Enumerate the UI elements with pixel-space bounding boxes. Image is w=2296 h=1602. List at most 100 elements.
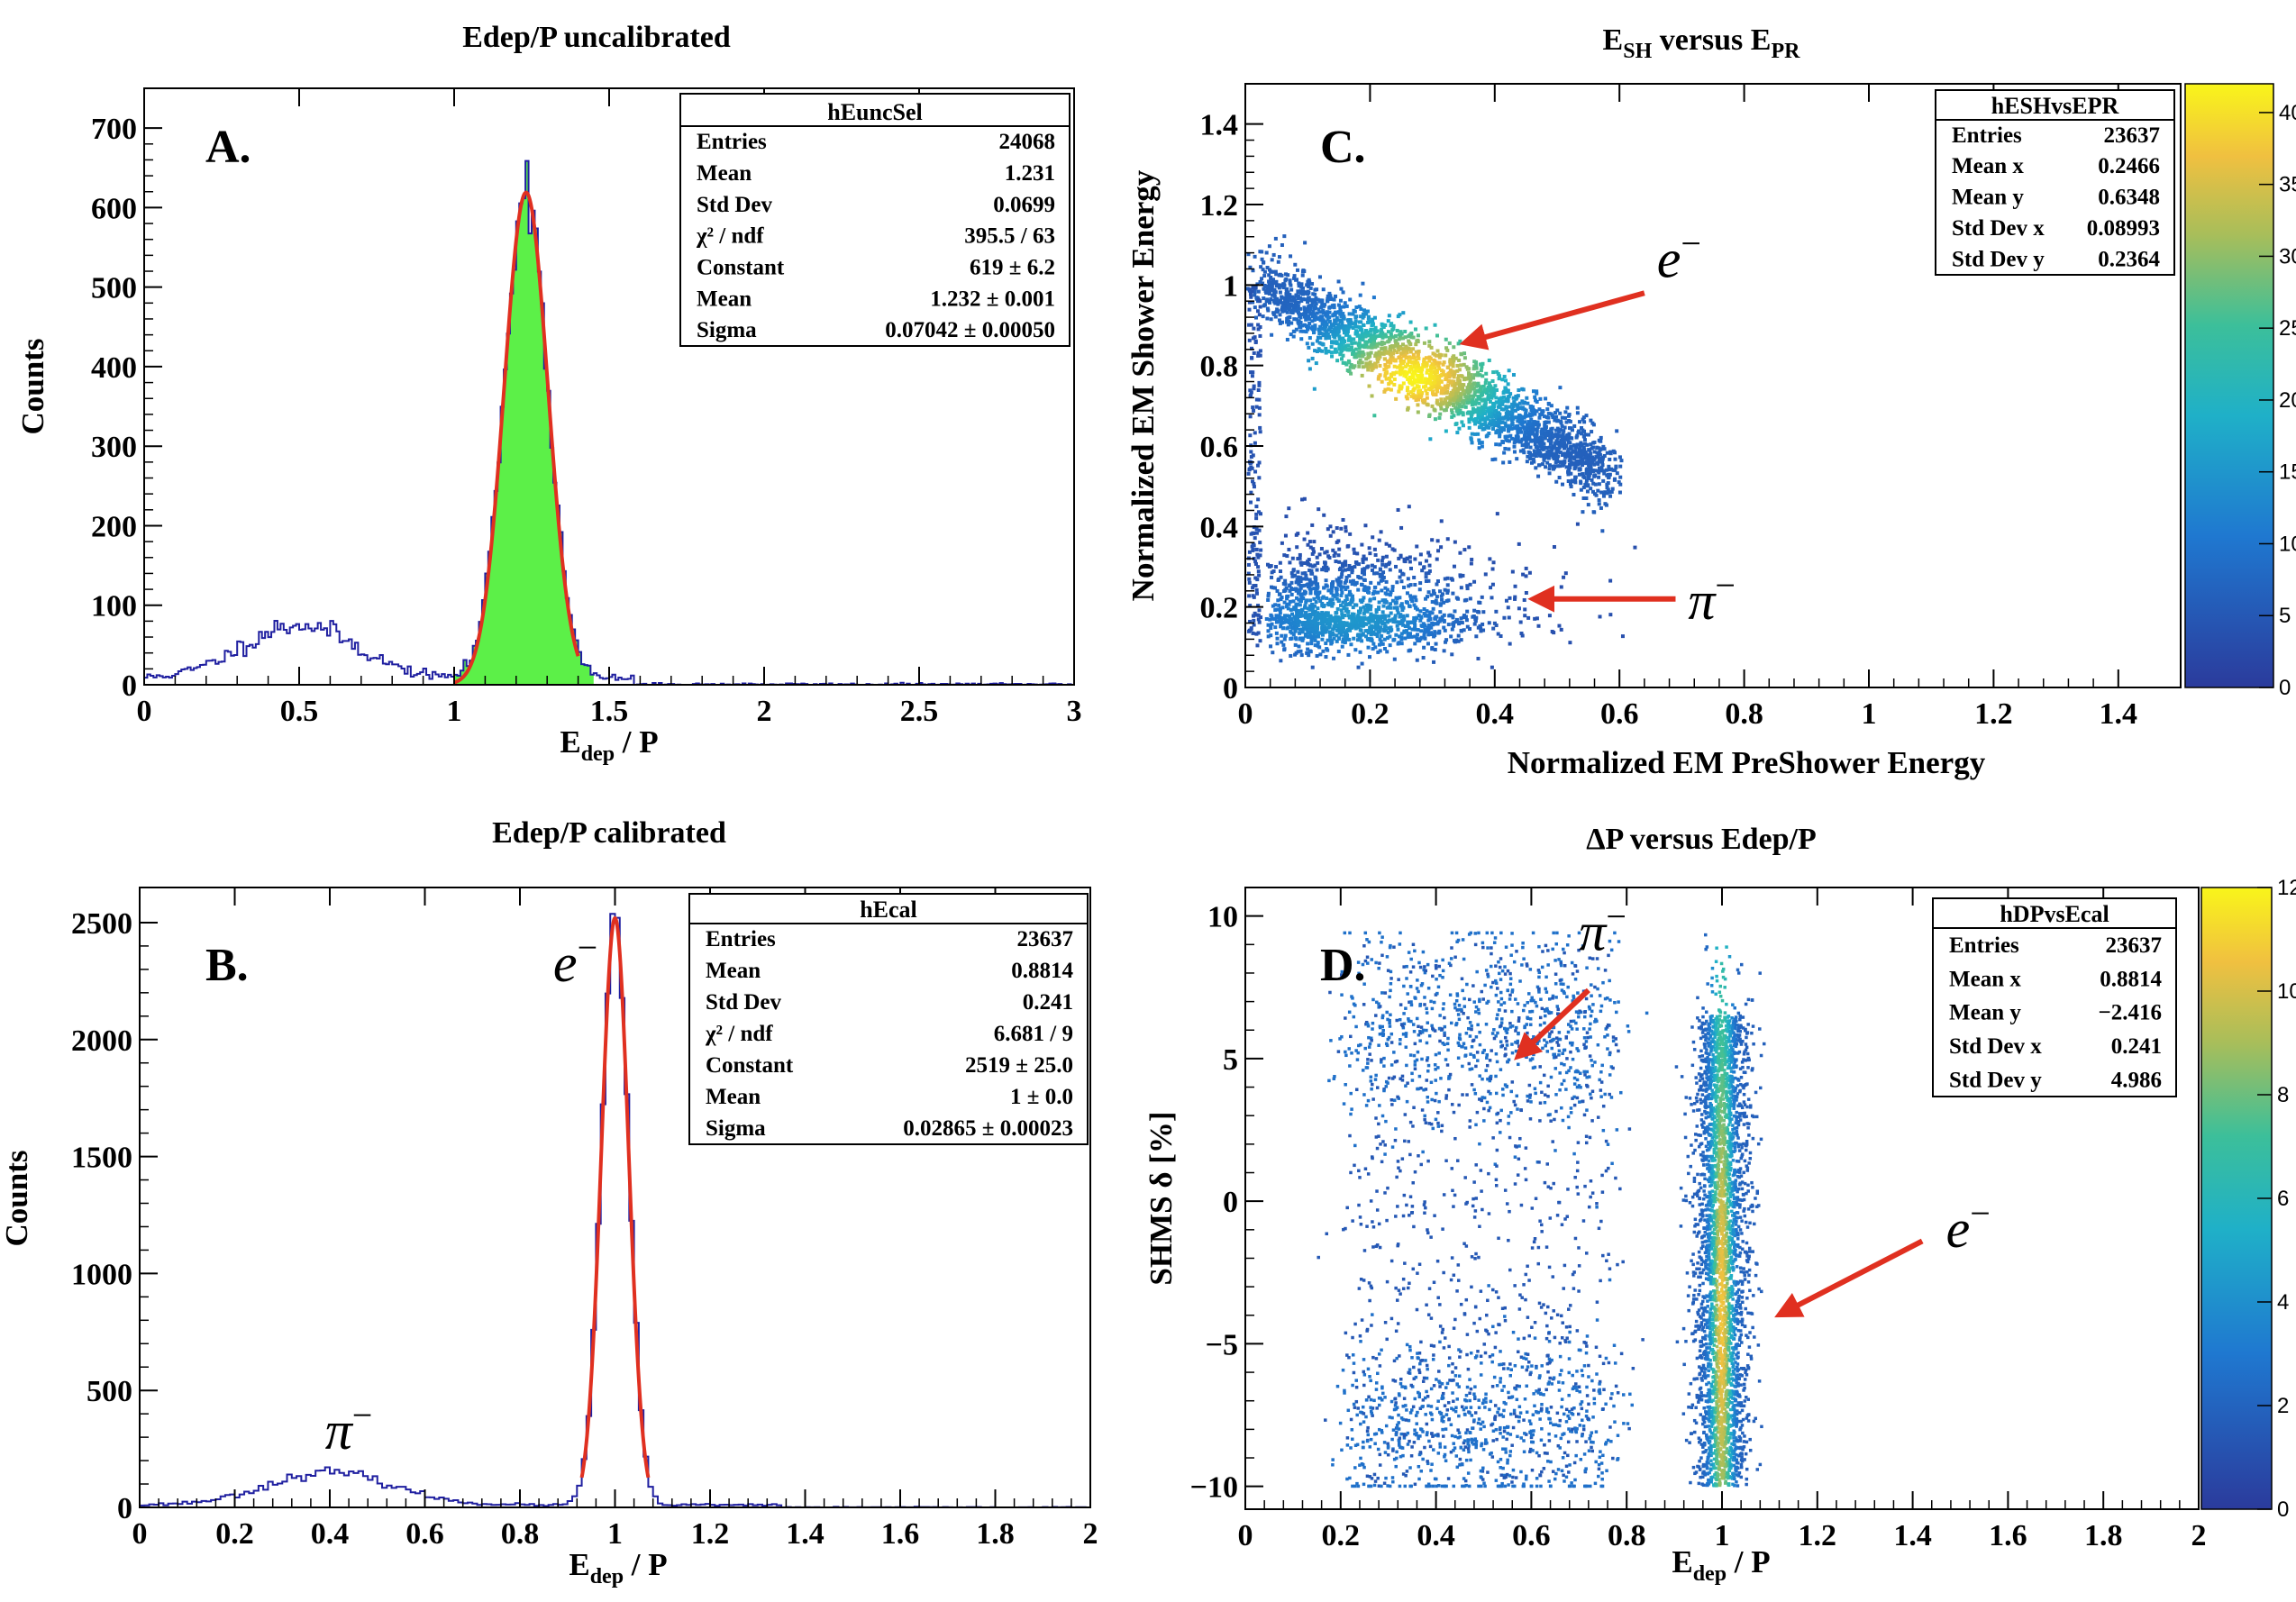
heatmap-cell — [1413, 557, 1417, 561]
heatmap-cell — [1279, 597, 1283, 602]
heatmap-cell — [1598, 456, 1602, 460]
heatmap-cell — [1349, 338, 1353, 342]
heatmap-cell — [1257, 397, 1262, 402]
heatmap-cell — [1490, 387, 1495, 391]
heatmap-cell — [1398, 575, 1402, 579]
heatmap-cell — [1307, 314, 1311, 319]
heatmap-cell — [1426, 642, 1430, 646]
x-tick-label: 1 — [607, 1517, 623, 1551]
heatmap-cell — [1372, 414, 1377, 418]
heatmap-cell — [1565, 434, 1570, 439]
heatmap-cell — [1474, 384, 1479, 388]
heatmap-cell — [1591, 441, 1596, 445]
heatmap-cell — [1377, 581, 1381, 586]
heatmap-cell — [1609, 489, 1614, 494]
heatmap-cell — [1459, 395, 1463, 399]
heatmap-cell — [1461, 388, 1465, 393]
heatmap-cell — [1547, 614, 1552, 618]
heatmap-cell — [1696, 1092, 1699, 1097]
heatmap-cell — [1384, 377, 1389, 381]
heatmap-cell — [1371, 591, 1375, 596]
heatmap-cell — [1440, 387, 1444, 391]
heatmap-cell — [1716, 1425, 1719, 1429]
y-tick-label: 400 — [91, 351, 137, 385]
heatmap-cell — [1431, 606, 1435, 611]
heatmap-cell — [1339, 575, 1344, 579]
heatmap-cell — [1555, 426, 1560, 431]
heatmap-cell — [1373, 345, 1378, 350]
heatmap-cell — [1481, 610, 1486, 614]
heatmap-cell — [1510, 569, 1515, 574]
heatmap-cell — [1376, 607, 1380, 612]
heatmap-cell — [1317, 596, 1321, 601]
heatmap-cell — [1491, 393, 1496, 397]
heatmap-cell — [1537, 441, 1542, 445]
heatmap-cell — [1433, 648, 1437, 652]
heatmap-cell — [1380, 379, 1384, 384]
heatmap-cell — [1459, 616, 1463, 621]
stats-row-value: 1.231 — [1005, 161, 1055, 186]
heatmap-cell — [1251, 479, 1255, 484]
y-tick-label: 500 — [87, 1375, 132, 1408]
heatmap-cell — [1735, 1380, 1738, 1385]
heatmap-cell — [1450, 414, 1454, 419]
heatmap-cell — [1550, 414, 1554, 418]
x-tick-label: 3 — [1067, 695, 1082, 728]
heatmap-cell — [1369, 319, 1373, 323]
heatmap-cell — [1256, 350, 1261, 355]
heatmap-cell — [1563, 459, 1567, 463]
heatmap-cell — [1365, 331, 1370, 335]
heatmap-cell — [1507, 369, 1511, 373]
heatmap-cell — [1617, 480, 1621, 485]
heatmap-cell — [1358, 610, 1362, 614]
heatmap-cell — [1685, 1271, 1690, 1275]
heatmap-cell — [1612, 478, 1617, 482]
heatmap-cell — [1340, 564, 1344, 569]
heatmap-cell — [1346, 609, 1351, 614]
heatmap-cell — [1424, 571, 1428, 576]
heatmap-cell — [1414, 397, 1418, 402]
heatmap-cell — [1313, 619, 1317, 624]
heatmap-cell — [1497, 424, 1501, 429]
heatmap-cell — [1508, 642, 1512, 646]
heatmap-cell — [1326, 298, 1330, 303]
heatmap-cell — [1416, 628, 1420, 633]
heatmap-cell — [1709, 1195, 1713, 1198]
heatmap-cell — [1361, 622, 1365, 626]
heatmap-cell — [1491, 427, 1496, 432]
heatmap-cell — [1472, 390, 1477, 395]
annotations: e−π− — [325, 927, 597, 1461]
heatmap-cell — [1467, 400, 1471, 405]
heatmap-cell — [1457, 395, 1462, 399]
heatmap-cell — [1453, 356, 1458, 360]
heatmap-cell — [1604, 468, 1608, 472]
heatmap-cell — [1585, 484, 1590, 488]
heatmap-cell — [1454, 399, 1459, 404]
heatmap-cell — [1408, 566, 1413, 570]
heatmap-cell — [1380, 331, 1385, 335]
heatmap-cell — [1253, 584, 1258, 588]
heatmap-cell — [1384, 542, 1389, 546]
heatmap-cell — [1380, 351, 1385, 356]
heatmap-cell — [1298, 631, 1302, 635]
heatmap-cell — [1256, 569, 1261, 574]
heatmap-cell — [1745, 1105, 1749, 1109]
heatmap-cell — [1471, 376, 1476, 380]
heatmap-cell — [1403, 352, 1408, 357]
heatmap-cell — [1467, 371, 1471, 376]
heatmap-cell — [1373, 553, 1378, 558]
heatmap-cell — [1398, 355, 1402, 360]
heatmap-cell — [1280, 633, 1284, 638]
heatmap-cell — [1437, 619, 1442, 624]
heatmap-cell — [1465, 584, 1470, 588]
heatmap-cell — [1523, 400, 1527, 405]
heatmap-cell — [1535, 431, 1539, 435]
heatmap-cell — [1566, 447, 1571, 451]
heatmap-cell — [1417, 376, 1421, 380]
heatmap-cell — [1367, 351, 1371, 356]
heatmap-cell — [1288, 281, 1292, 286]
heatmap-cell — [1545, 431, 1550, 435]
heatmap-cell — [1439, 406, 1444, 411]
heatmap-cell — [1344, 587, 1348, 592]
heatmap-cell — [1557, 434, 1562, 439]
